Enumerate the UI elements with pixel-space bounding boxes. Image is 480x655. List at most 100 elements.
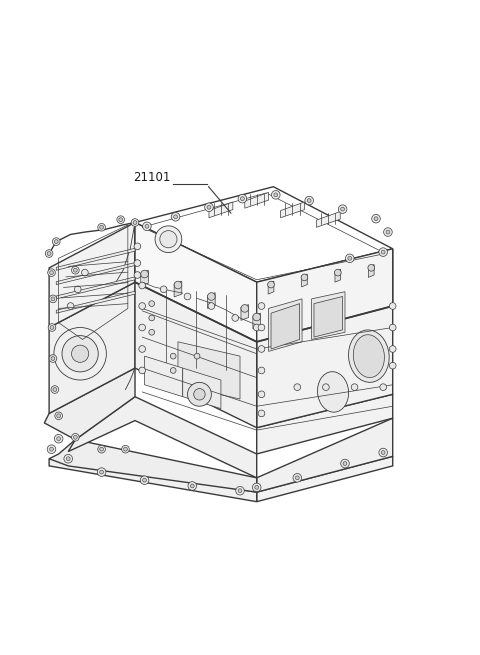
Polygon shape (135, 223, 257, 428)
Circle shape (268, 281, 275, 288)
Circle shape (380, 384, 386, 390)
Circle shape (54, 434, 63, 443)
Circle shape (123, 447, 127, 451)
Circle shape (66, 457, 70, 460)
Polygon shape (56, 263, 135, 284)
Polygon shape (312, 291, 345, 339)
Circle shape (73, 269, 77, 272)
Circle shape (141, 271, 148, 278)
Circle shape (134, 272, 141, 278)
Polygon shape (241, 305, 249, 320)
Circle shape (134, 260, 141, 267)
Circle shape (253, 324, 260, 331)
Circle shape (323, 384, 329, 390)
Circle shape (348, 256, 352, 260)
Polygon shape (49, 223, 135, 328)
Polygon shape (49, 282, 135, 413)
Circle shape (47, 445, 56, 453)
Polygon shape (56, 248, 135, 271)
Circle shape (54, 328, 107, 380)
Circle shape (98, 223, 106, 231)
Polygon shape (281, 202, 304, 217)
Circle shape (160, 286, 167, 293)
Circle shape (139, 367, 145, 374)
Polygon shape (141, 271, 148, 286)
Circle shape (119, 217, 122, 221)
Circle shape (51, 356, 55, 360)
Circle shape (188, 383, 211, 406)
Circle shape (57, 414, 60, 418)
Circle shape (194, 388, 205, 400)
Circle shape (389, 303, 396, 309)
Circle shape (208, 303, 215, 309)
Polygon shape (368, 265, 374, 277)
Polygon shape (68, 397, 257, 478)
Circle shape (145, 225, 149, 228)
Circle shape (194, 353, 200, 359)
Circle shape (252, 483, 261, 492)
Circle shape (72, 267, 79, 274)
Circle shape (389, 346, 396, 352)
Polygon shape (257, 394, 393, 454)
Circle shape (73, 436, 77, 439)
Circle shape (149, 301, 155, 307)
Circle shape (253, 313, 261, 321)
Polygon shape (44, 368, 135, 440)
Circle shape (49, 355, 57, 362)
Polygon shape (314, 297, 343, 337)
Circle shape (54, 240, 58, 244)
Circle shape (97, 468, 106, 476)
Circle shape (170, 367, 176, 373)
Circle shape (368, 265, 374, 271)
Circle shape (139, 324, 145, 331)
Circle shape (49, 295, 57, 303)
Circle shape (55, 412, 62, 420)
Circle shape (335, 269, 341, 276)
Polygon shape (245, 193, 269, 208)
Polygon shape (316, 212, 340, 227)
Circle shape (62, 335, 98, 372)
Circle shape (204, 203, 213, 212)
Circle shape (240, 196, 244, 200)
Circle shape (184, 293, 191, 300)
Circle shape (50, 326, 54, 329)
Polygon shape (183, 368, 221, 409)
Circle shape (236, 487, 244, 495)
Circle shape (372, 214, 380, 223)
Circle shape (232, 314, 239, 322)
Circle shape (389, 324, 396, 331)
Circle shape (188, 481, 197, 490)
Circle shape (49, 447, 53, 451)
Circle shape (272, 191, 280, 199)
Polygon shape (135, 187, 393, 282)
Circle shape (191, 484, 194, 488)
Circle shape (255, 485, 259, 489)
Circle shape (82, 269, 88, 276)
Circle shape (121, 445, 129, 453)
Polygon shape (271, 304, 300, 349)
Circle shape (139, 303, 145, 309)
Circle shape (170, 353, 176, 359)
Circle shape (258, 410, 265, 417)
Circle shape (100, 225, 104, 229)
Circle shape (258, 303, 265, 309)
Circle shape (155, 226, 182, 253)
Circle shape (174, 281, 182, 289)
Circle shape (384, 228, 392, 236)
Circle shape (49, 271, 53, 274)
Text: 21101: 21101 (132, 171, 170, 184)
Circle shape (149, 315, 155, 321)
Circle shape (48, 269, 55, 276)
Circle shape (238, 195, 247, 203)
Circle shape (133, 221, 137, 225)
Polygon shape (209, 202, 233, 217)
Circle shape (47, 252, 51, 255)
Polygon shape (257, 418, 393, 492)
Polygon shape (174, 281, 182, 297)
Polygon shape (56, 277, 135, 299)
Circle shape (258, 324, 265, 331)
Circle shape (305, 196, 313, 205)
Circle shape (381, 451, 385, 455)
Polygon shape (301, 274, 307, 287)
Circle shape (174, 215, 178, 219)
